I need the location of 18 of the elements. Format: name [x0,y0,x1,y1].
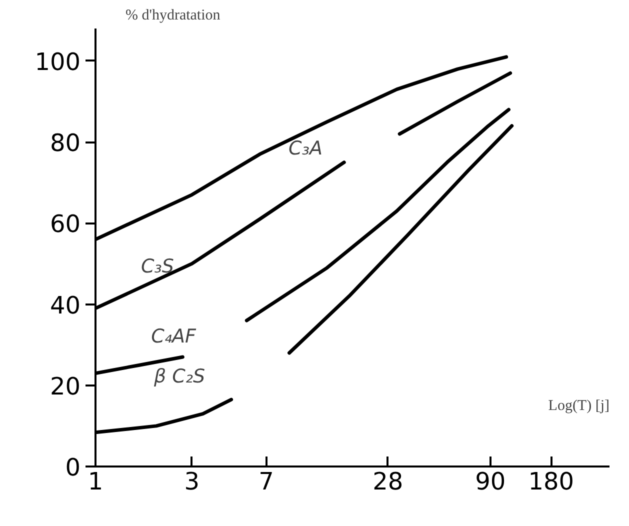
x-tick-label: 28 [372,468,404,496]
y-tick-label: 40 [50,291,81,320]
x-tick-label: 90 [475,468,506,496]
x-axis-title: Log(T) [j] [548,398,610,414]
x-tick-label: 7 [258,468,274,496]
y-tick-label: 60 [50,210,81,238]
annotation: C₃S [141,256,174,278]
y-axis-title: % d'hydratation [126,8,221,24]
y-tick-label: 20 [50,372,81,400]
y-tick-label: 80 [50,129,81,158]
annotation: β C₂S [152,366,206,388]
x-tick-label: 1 [88,468,104,496]
x-tick-label: 180 [528,468,574,496]
y-tick-label: 100 [34,48,81,76]
x-tick-label: 3 [184,468,200,496]
y-tick-label: 0 [65,454,81,482]
annotation: C₄AF [151,326,197,348]
annotation: C₃A [288,138,322,160]
